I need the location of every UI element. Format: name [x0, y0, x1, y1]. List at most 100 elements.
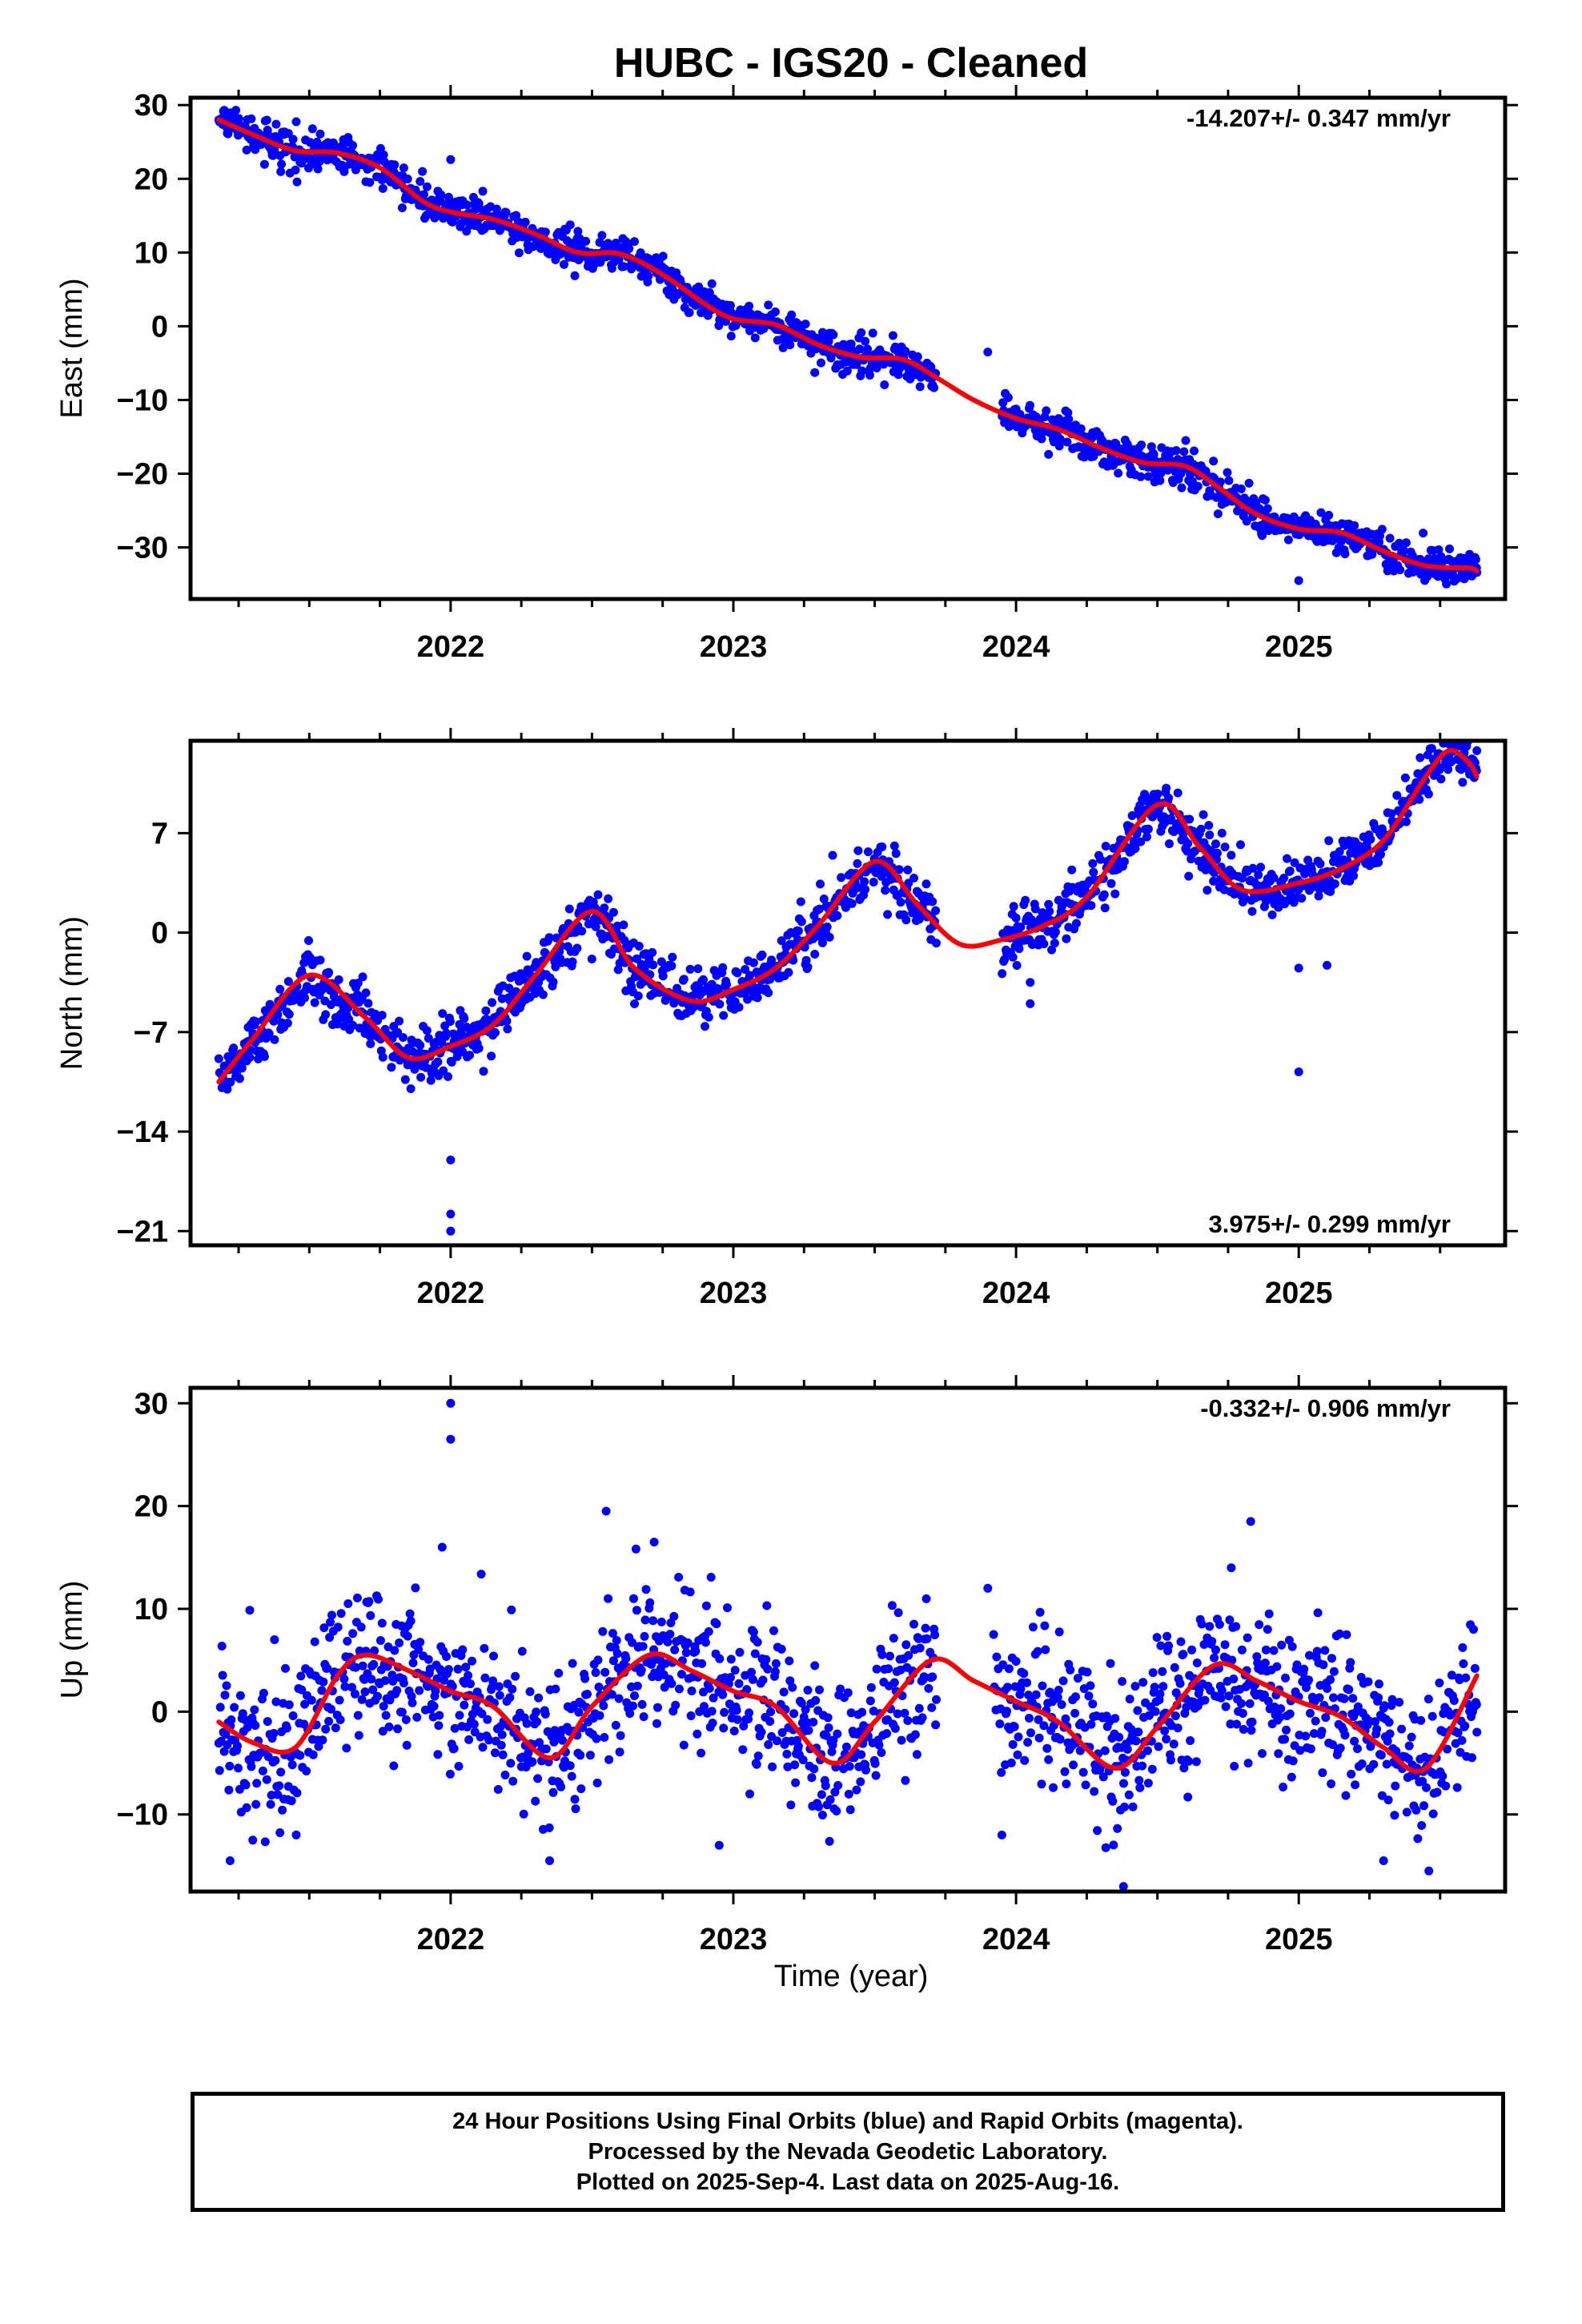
data-point [433, 1057, 443, 1067]
data-point [1114, 1732, 1124, 1742]
data-point [275, 1781, 284, 1791]
data-point [658, 251, 668, 261]
data-point [789, 1709, 799, 1719]
data-point [1470, 1663, 1480, 1673]
data-point [989, 1630, 998, 1639]
data-point [1109, 1840, 1118, 1850]
data-point [742, 1685, 752, 1695]
data-point [1449, 1696, 1459, 1705]
data-point [460, 1700, 469, 1710]
data-point [803, 1686, 813, 1695]
data-point [1204, 821, 1214, 830]
data-point [922, 1634, 932, 1643]
data-point [1346, 1658, 1355, 1667]
data-point [1045, 907, 1054, 916]
data-point [1177, 483, 1186, 493]
data-point [300, 993, 310, 1003]
data-point [1229, 1675, 1239, 1683]
data-point [825, 1795, 835, 1804]
data-point [608, 1656, 618, 1666]
data-point [540, 1710, 550, 1719]
data-point [1054, 1686, 1063, 1695]
data-point [1101, 1843, 1110, 1852]
outlier-point [446, 155, 456, 164]
data-point [245, 1053, 255, 1062]
data-point [833, 1729, 842, 1739]
data-point [1089, 867, 1098, 877]
data-point [235, 1784, 244, 1794]
data-point [287, 1760, 297, 1770]
data-point [1258, 531, 1267, 541]
outlier-point [601, 1506, 611, 1516]
data-point [600, 1733, 609, 1742]
data-point [1299, 1664, 1309, 1674]
data-point [534, 1693, 544, 1703]
data-point [810, 1661, 820, 1671]
data-point [308, 1750, 318, 1759]
data-point [310, 998, 319, 1007]
data-point [282, 1723, 291, 1733]
data-point [1143, 472, 1153, 481]
data-point [901, 1775, 910, 1785]
data-point [263, 1717, 272, 1727]
data-point [259, 1051, 269, 1061]
data-point [687, 1687, 697, 1695]
data-point [1274, 1749, 1283, 1759]
x-tick-label: 2022 [417, 1277, 485, 1310]
data-point [1226, 1719, 1235, 1729]
data-point [522, 1719, 532, 1728]
data-point [1287, 1642, 1297, 1651]
fit-line-east [216, 117, 1480, 573]
data-point [1086, 1681, 1095, 1691]
data-point [1192, 1659, 1202, 1667]
data-point [857, 328, 866, 337]
data-point [1143, 824, 1153, 834]
fit-line-up [216, 1651, 1480, 1774]
x-tick-label: 2025 [1265, 1923, 1333, 1956]
data-point [1351, 1780, 1360, 1790]
data-point [1313, 1608, 1323, 1618]
data-point [883, 910, 893, 919]
data-point [1455, 730, 1464, 738]
data-point [1187, 1645, 1197, 1655]
data-point [777, 936, 786, 946]
data-point [1366, 834, 1375, 844]
data-point [1329, 1667, 1339, 1676]
data-point [225, 1761, 235, 1771]
data-point [564, 904, 574, 914]
data-point [380, 1676, 390, 1686]
data-point [1350, 1736, 1359, 1746]
data-point [269, 1016, 279, 1026]
data-point [1126, 1725, 1136, 1735]
data-point [1401, 817, 1411, 826]
data-point [558, 1735, 568, 1745]
data-point [671, 1700, 681, 1710]
data-point [1150, 1683, 1159, 1692]
footer-line-3: Plotted on 2025-Sep-4. Last data on 2025… [576, 2169, 1120, 2195]
data-point [327, 1610, 336, 1620]
data-point [685, 1587, 695, 1597]
data-point [608, 1629, 617, 1638]
data-point [765, 1717, 775, 1726]
data-point [1263, 1625, 1272, 1634]
data-point [247, 114, 256, 123]
data-point [522, 951, 532, 961]
data-point [594, 1683, 604, 1692]
data-point [370, 1646, 379, 1655]
data-point [621, 1654, 631, 1663]
data-point [283, 977, 293, 986]
data-point [223, 1084, 232, 1094]
data-point [307, 159, 316, 169]
data-point [1039, 1721, 1049, 1731]
data-point [1044, 899, 1054, 909]
data-point [667, 1679, 677, 1688]
data-point [1263, 1696, 1273, 1706]
data-point [431, 1687, 440, 1695]
data-point [1375, 1679, 1383, 1689]
data-point [1301, 1731, 1311, 1741]
data-point [1184, 1756, 1194, 1766]
data-point [1217, 1686, 1227, 1695]
data-point [822, 922, 832, 931]
data-point [1170, 1663, 1179, 1672]
data-point [1003, 1683, 1012, 1692]
